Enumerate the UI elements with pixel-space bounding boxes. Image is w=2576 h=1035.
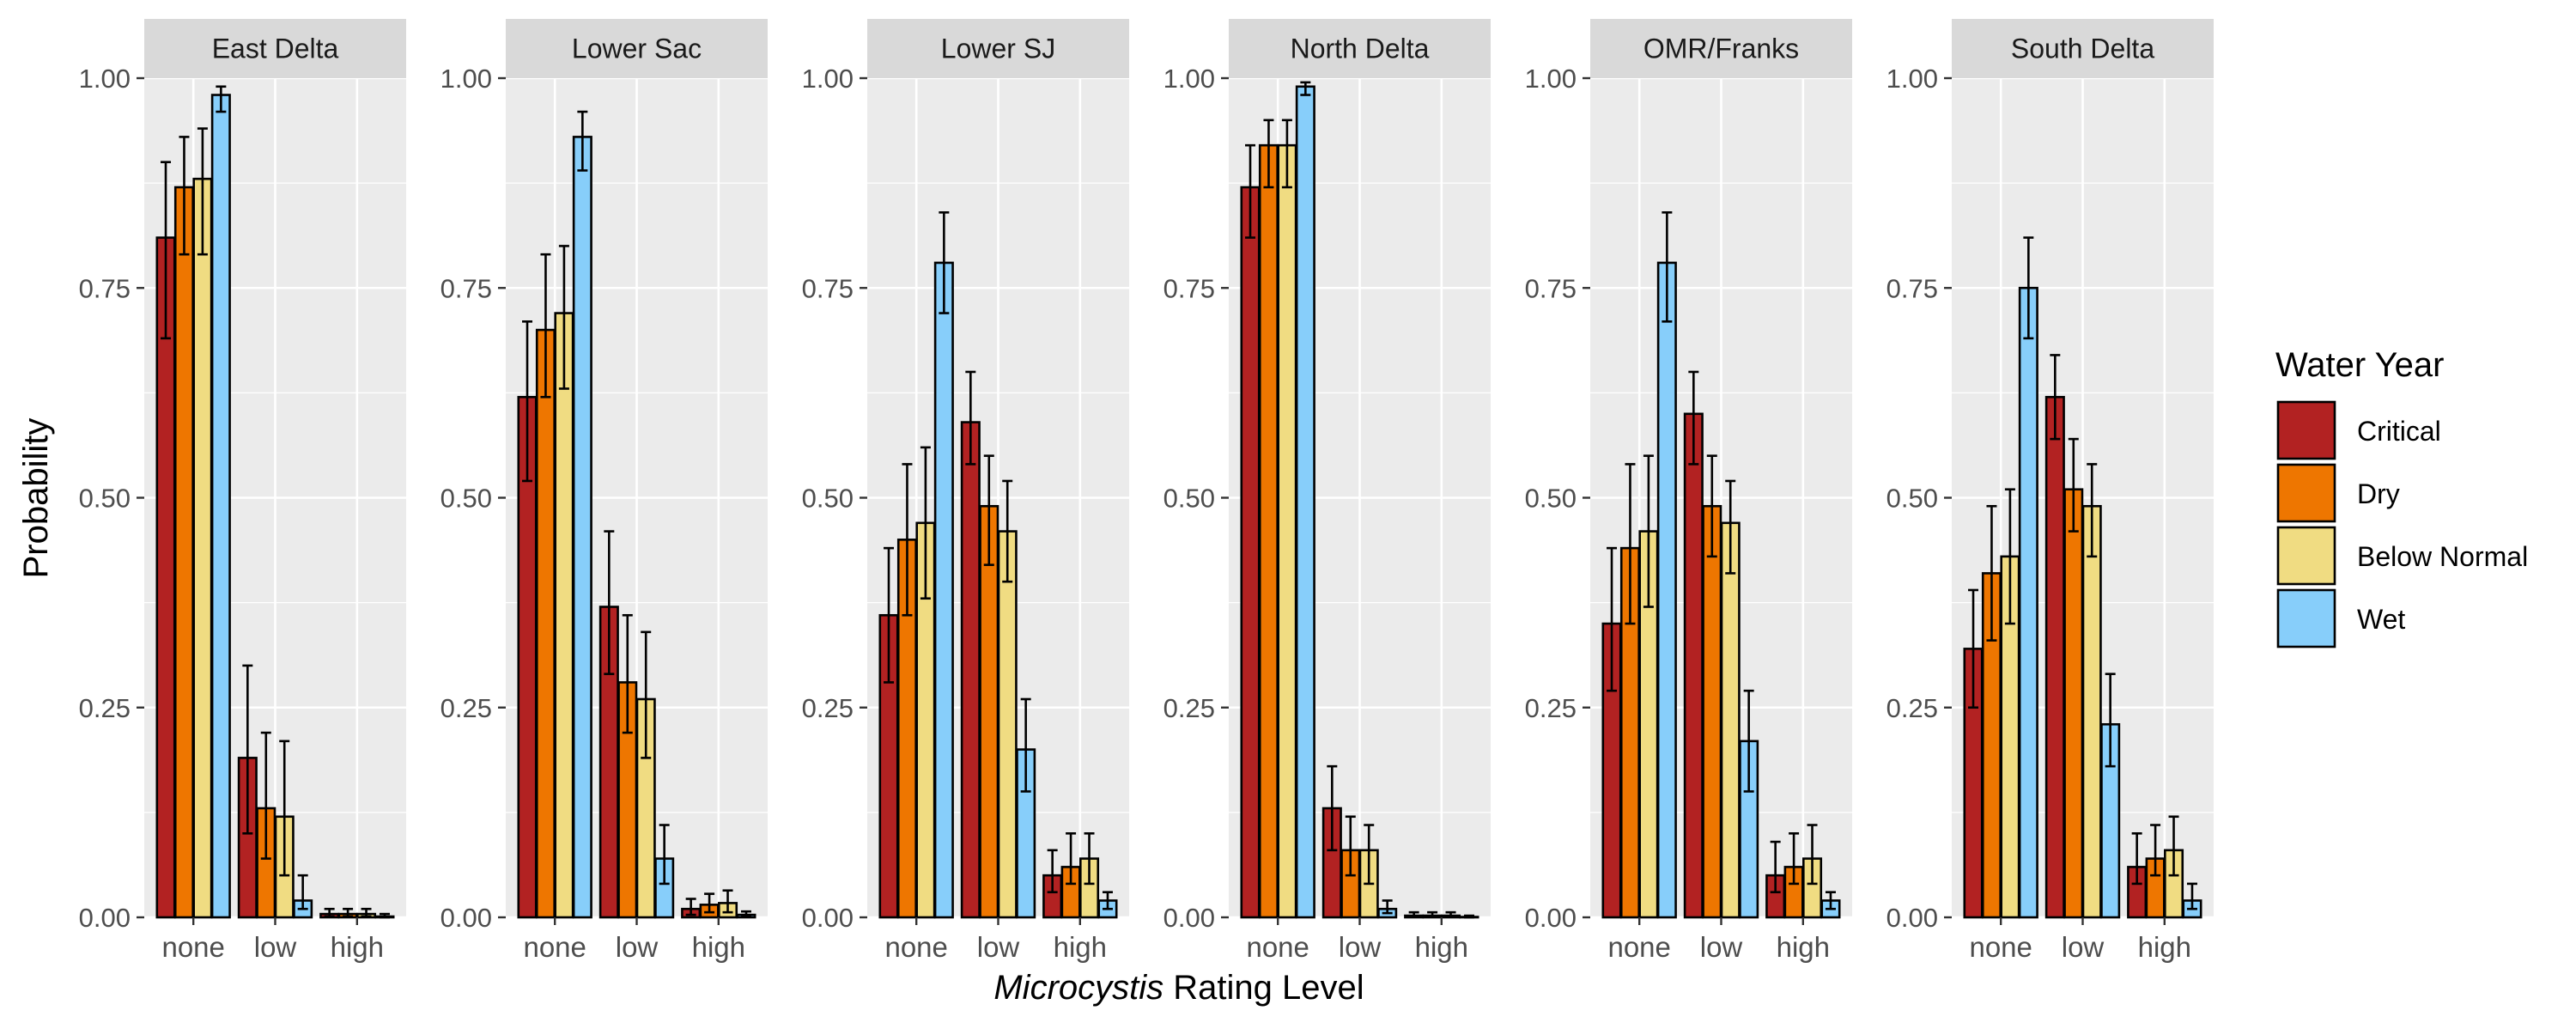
legend-label: Critical	[2357, 416, 2441, 447]
y-tick-label: 0.75	[440, 273, 492, 303]
x-tick-label: high	[1777, 931, 1830, 963]
legend-key	[2278, 527, 2335, 584]
facet-label: South Delta	[2011, 33, 2154, 64]
x-tick-label: low	[616, 931, 659, 963]
y-tick-label: 1.00	[440, 64, 492, 94]
facet-panel: East Delta 0.00 0.25 0.50 0.75 1.00 none low hig…	[79, 19, 406, 963]
legend-key	[2278, 402, 2335, 459]
bar	[1279, 145, 1296, 917]
x-tick-label: none	[884, 931, 947, 963]
facet-label: Lower Sac	[572, 33, 702, 64]
x-tick-label: high	[331, 931, 384, 963]
y-tick-label: 0.00	[1886, 903, 1938, 933]
y-tick-label: 1.00	[79, 64, 131, 94]
y-tick-label: 1.00	[1163, 64, 1215, 94]
y-tick-label: 0.75	[1163, 273, 1215, 303]
y-tick-label: 0.00	[802, 903, 854, 933]
bar	[175, 187, 192, 917]
x-axis-title: Microcystis Rating Level	[993, 969, 1364, 1007]
y-tick-label: 1.00	[1525, 64, 1577, 94]
facet-label: Lower SJ	[941, 33, 1055, 64]
bar	[2020, 288, 2037, 917]
y-tick-label: 0.25	[802, 693, 854, 723]
bar	[157, 238, 174, 917]
y-tick-label: 0.50	[440, 484, 492, 514]
y-tick-label: 0.75	[802, 273, 854, 303]
y-tick-label: 0.00	[79, 903, 131, 933]
y-tick-label: 0.75	[79, 273, 131, 303]
y-tick-label: 0.25	[1163, 693, 1215, 723]
y-tick-label: 0.00	[1163, 903, 1215, 933]
bar	[2083, 506, 2100, 917]
facet-label: North Delta	[1291, 33, 1430, 64]
y-tick-label: 0.00	[440, 903, 492, 933]
x-tick-label: high	[1415, 931, 1468, 963]
bar	[999, 532, 1016, 917]
bar	[1260, 145, 1277, 917]
y-tick-label: 0.25	[440, 693, 492, 723]
x-tick-label: high	[2138, 931, 2191, 963]
y-tick-label: 0.25	[79, 693, 131, 723]
bar	[556, 314, 573, 917]
bar	[935, 263, 952, 917]
y-axis-title: Probability	[17, 418, 55, 579]
x-tick-label: none	[161, 931, 224, 963]
bar	[1242, 187, 1259, 917]
y-tick-label: 0.75	[1525, 273, 1577, 303]
y-tick-label: 0.75	[1886, 273, 1938, 303]
facet-panel: OMR/Franks 0.00 0.25 0.50 0.75 1.00 none low hig…	[1525, 19, 1852, 963]
y-tick-label: 0.50	[1886, 484, 1938, 514]
bar	[212, 95, 229, 917]
x-tick-label: low	[977, 931, 1020, 963]
y-tick-label: 0.50	[802, 484, 854, 514]
legend-label: Wet	[2357, 604, 2405, 635]
facet-panel: Lower SJ 0.00 0.25 0.50 0.75 1.00 none low high	[802, 19, 1129, 963]
bar	[1685, 414, 1702, 917]
bar	[194, 179, 211, 917]
x-axis-title-italic: Microcystis	[993, 969, 1163, 1007]
bar	[2065, 490, 2082, 917]
y-tick-label: 0.25	[1525, 693, 1577, 723]
facet-panel: North Delta 0.00 0.25 0.50 0.75 1.00 none low hi…	[1163, 19, 1491, 963]
x-tick-label: none	[1607, 931, 1670, 963]
x-tick-label: low	[254, 931, 297, 963]
bar	[1704, 506, 1721, 917]
legend-label: Dry	[2357, 478, 2400, 509]
y-tick-label: 1.00	[802, 64, 854, 94]
y-tick-label: 0.50	[1163, 484, 1215, 514]
legend-label: Below Normal	[2357, 541, 2528, 572]
y-tick-label: 1.00	[1886, 64, 1938, 94]
x-tick-label: high	[692, 931, 745, 963]
bar	[1297, 87, 1314, 917]
bar	[981, 506, 998, 917]
bar	[1722, 523, 1739, 917]
x-tick-label: none	[1246, 931, 1309, 963]
legend: Water Year Critical Dry Below Normal Wet	[2275, 346, 2528, 647]
x-tick-label: low	[2062, 931, 2105, 963]
facet-label: OMR/Franks	[1643, 33, 1799, 64]
y-tick-label: 0.00	[1525, 903, 1577, 933]
legend-title: Water Year	[2275, 346, 2444, 384]
facet-panel: Lower Sac 0.00 0.25 0.50 0.75 1.00 none low high	[440, 19, 768, 963]
y-tick-label: 0.50	[1525, 484, 1577, 514]
bar	[2046, 397, 2063, 917]
bar	[574, 137, 591, 917]
x-tick-label: low	[1339, 931, 1382, 963]
x-tick-label: high	[1054, 931, 1107, 963]
x-tick-label: none	[1969, 931, 2032, 963]
x-tick-label: none	[523, 931, 586, 963]
bar	[962, 423, 979, 917]
x-axis-title-rest: Rating Level	[1163, 969, 1364, 1007]
y-tick-label: 0.25	[1886, 693, 1938, 723]
facet-label: East Delta	[212, 33, 339, 64]
legend-key	[2278, 465, 2335, 521]
bar	[1658, 263, 1675, 917]
facet-panel: South Delta 0.00 0.25 0.50 0.75 1.00 none low hi…	[1886, 19, 2214, 963]
x-tick-label: low	[1700, 931, 1743, 963]
y-tick-label: 0.50	[79, 484, 131, 514]
bar	[537, 330, 554, 917]
legend-key	[2278, 590, 2335, 647]
